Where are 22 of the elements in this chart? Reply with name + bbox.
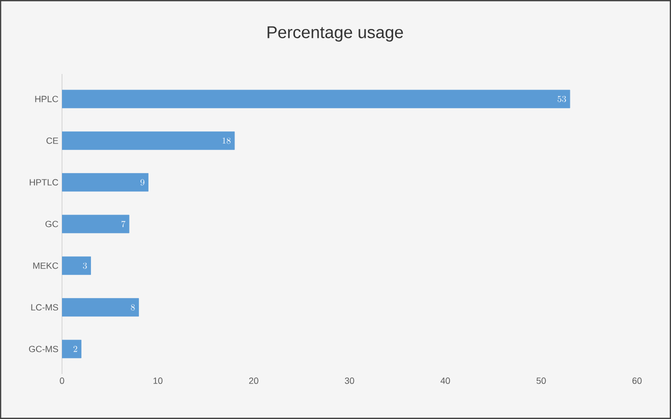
data-label: 8 (130, 304, 135, 310)
x-tick-label: 50 (536, 378, 546, 384)
y-tick-label: CE (46, 137, 58, 144)
x-tick-label: 20 (249, 378, 258, 384)
data-label: 2 (73, 346, 78, 352)
y-tick-label: HPTLC (30, 179, 58, 186)
data-label: 9 (140, 179, 144, 186)
y-tick-label: GC (45, 220, 58, 228)
y-tick-label: GC-MS (29, 346, 58, 352)
data-label: 3 (83, 262, 87, 269)
y-tick-label: MEKC (33, 262, 58, 269)
x-tick-label: 10 (154, 378, 162, 384)
x-tick-label: 30 (344, 378, 354, 384)
y-tick-label: HPLC (35, 96, 58, 102)
data-label: 18 (222, 138, 231, 144)
x-tick-label: 60 (632, 378, 642, 384)
y-tick-label: LC-MS (31, 304, 58, 311)
data-label: 53 (558, 96, 566, 102)
chart-title: Percentage usage (268, 26, 403, 42)
x-tick-label: 0 (60, 378, 64, 384)
x-tick-label: 40 (440, 378, 450, 384)
data-label: 7 (121, 220, 126, 228)
